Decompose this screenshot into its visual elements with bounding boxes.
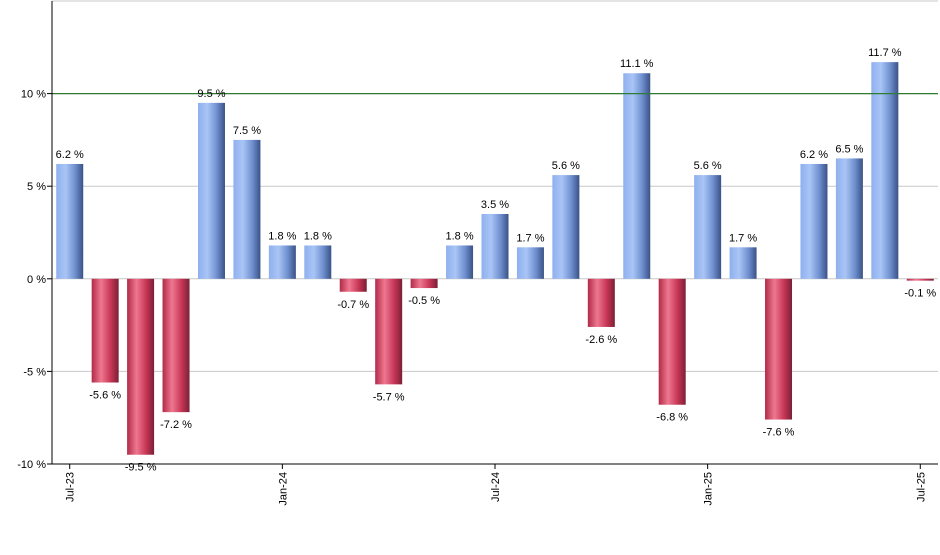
data-label: 1.8 % xyxy=(268,230,296,242)
x-tick-label: Jan-25 xyxy=(703,472,715,506)
bar xyxy=(800,163,828,279)
bar xyxy=(552,175,580,279)
data-labels: 6.2 % -5.6 % -9.5 % -7.2 % 9.5 % 7.5 % 1.8 % 1.… xyxy=(56,47,937,474)
x-tick-label: Jul-23 xyxy=(65,472,77,502)
bar xyxy=(375,278,403,385)
bar xyxy=(516,247,544,279)
data-label: -5.6 % xyxy=(89,390,121,402)
data-label: 6.5 % xyxy=(835,143,863,155)
data-label: -0.7 % xyxy=(337,299,369,311)
bar xyxy=(197,102,225,279)
data-label: -9.5 % xyxy=(125,462,157,474)
axes: -10 % -5 % 0 % 5 % 10 % Jul-23 Jan-24 Jul-24 Jan… xyxy=(17,1,938,506)
data-label: -2.6 % xyxy=(585,334,617,346)
data-label: 1.8 % xyxy=(445,230,473,242)
bar xyxy=(162,278,190,413)
data-label: 7.5 % xyxy=(233,125,261,137)
data-label: 5.6 % xyxy=(694,160,722,172)
x-tick-label: Jan-24 xyxy=(277,472,289,506)
bar xyxy=(127,278,155,455)
bar xyxy=(339,278,367,292)
data-label: -6.8 % xyxy=(656,412,688,424)
bar xyxy=(729,247,757,279)
data-label: -7.6 % xyxy=(763,427,795,439)
x-tick-label: Jul-25 xyxy=(915,472,927,502)
bar xyxy=(410,278,438,289)
data-label: -0.5 % xyxy=(408,295,440,307)
bars xyxy=(56,62,934,455)
y-tick-label: 5 % xyxy=(27,181,46,193)
y-tick-label: 10 % xyxy=(21,89,46,101)
bar xyxy=(658,278,686,405)
y-tick-label: -5 % xyxy=(23,366,46,378)
bar xyxy=(694,175,722,279)
bar xyxy=(623,73,651,279)
data-label: 11.1 % xyxy=(620,58,654,70)
data-label: -0.1 % xyxy=(904,288,936,300)
bar xyxy=(481,213,509,279)
bar xyxy=(871,62,899,279)
bar xyxy=(835,158,863,279)
data-label: 6.2 % xyxy=(800,149,828,161)
data-label: -7.2 % xyxy=(160,419,192,431)
data-label: 5.6 % xyxy=(552,160,580,172)
bar xyxy=(446,245,474,279)
bar xyxy=(304,245,332,279)
y-tick-label: 0 % xyxy=(27,274,46,286)
bar xyxy=(56,163,84,279)
bar xyxy=(765,278,793,420)
data-label: 1.7 % xyxy=(516,232,544,244)
bar xyxy=(906,278,934,281)
bar xyxy=(268,245,296,279)
data-label: 3.5 % xyxy=(481,199,509,211)
y-tick-label: -10 % xyxy=(17,459,46,471)
data-label: -5.7 % xyxy=(373,391,405,403)
data-label: 1.8 % xyxy=(304,230,332,242)
data-label: 11.7 % xyxy=(868,47,902,59)
data-label: 1.7 % xyxy=(729,232,757,244)
data-label: 6.2 % xyxy=(56,149,84,161)
data-label: 9.5 % xyxy=(197,88,225,100)
bar xyxy=(91,278,119,383)
x-tick-label: Jul-24 xyxy=(490,472,502,502)
bar xyxy=(233,139,261,279)
bar xyxy=(587,278,615,327)
